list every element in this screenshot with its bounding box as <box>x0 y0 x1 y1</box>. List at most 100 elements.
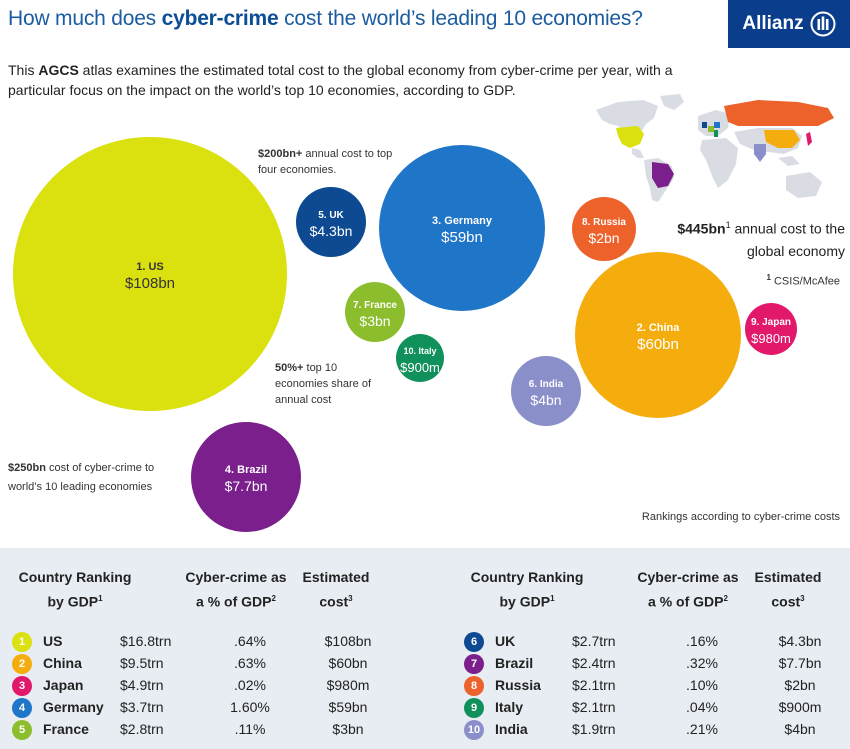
bubble-value: $59bn <box>441 229 483 246</box>
header-pct-gdp: Cyber-crime as a % of GDP2 <box>185 569 287 610</box>
table-row: 10 India $1.9trn .21% $4bn <box>464 720 844 740</box>
bubble-label: 9. Japan <box>751 317 791 328</box>
rank-badge: 7 <box>464 654 484 674</box>
note-global-cost: $445bn1 annual cost to the global econom… <box>677 220 845 259</box>
table-row: 4 Germany $3.7trn 1.60% $59bn <box>12 698 392 718</box>
gdp-table: Country Ranking by GDP1 Cyber-crime as a %… <box>0 548 850 749</box>
bubble-germany: 3. Germany $59bn <box>379 145 545 311</box>
country-name: India <box>495 721 528 737</box>
cost-value: $59bn <box>328 699 368 715</box>
bubble-circle <box>511 356 581 426</box>
rank-badge: 8 <box>464 676 484 696</box>
pct-gdp-value: .10% <box>686 677 718 693</box>
bubble-circle <box>345 282 405 342</box>
pct-gdp-value: .02% <box>234 677 266 693</box>
table-row: 1 US $16.8trn .64% $108bn <box>12 632 392 652</box>
table-row: 7 Brazil $2.4trn .32% $7.7bn <box>464 654 844 674</box>
table-row: 5 France $2.8trn .11% $3bn <box>12 720 392 740</box>
bubble-label: 3. Germany <box>432 215 493 227</box>
bubble-label: 7. France <box>353 300 397 311</box>
country-name: Japan <box>43 677 84 693</box>
country-name: Italy <box>495 699 524 715</box>
bubble-value: $4bn <box>530 392 561 408</box>
bubble-label: 2. China <box>637 322 681 334</box>
rank-badge: 9 <box>464 698 484 718</box>
rank-badge: 2 <box>12 654 32 674</box>
table-row: 6 UK $2.7trn .16% $4.3bn <box>464 632 844 652</box>
logo-text: Allianz <box>742 13 804 34</box>
bubble-label: 6. India <box>529 379 564 390</box>
cost-value: $980m <box>326 677 370 693</box>
rank-badge: 1 <box>12 632 32 652</box>
cost-value: $4.3bn <box>778 633 822 649</box>
pct-gdp-value: .32% <box>686 655 718 671</box>
bubble-circle <box>13 137 287 411</box>
rank-badge: 5 <box>12 720 32 740</box>
cost-value: $60bn <box>328 655 368 671</box>
bubble-us: 1. US $108bn <box>13 137 287 411</box>
table-row: 9 Italy $2.1trn .04% $900m <box>464 698 844 718</box>
bubble-label: 8. Russia <box>582 217 626 228</box>
bubble-value: $7.7bn <box>225 478 268 494</box>
country-name: Russia <box>495 677 541 693</box>
bubble-label: 10. Italy <box>403 346 436 356</box>
allianz-eagle-icon <box>810 11 836 37</box>
header-estimated-cost: Estimated cost3 <box>302 569 370 610</box>
gdp-value: $2.4trn <box>572 655 616 671</box>
header-estimated-cost-2: Estimated cost3 <box>754 569 822 610</box>
world-map <box>596 94 834 202</box>
pct-gdp-value: 1.60% <box>230 699 270 715</box>
bubble-value: $3bn <box>359 313 390 329</box>
bubble-china: 2. China $60bn <box>575 252 741 418</box>
note-leading-cost: $250bn cost of cyber-crime to world’s 10… <box>8 462 155 493</box>
bubble-label: 1. US <box>136 261 164 273</box>
bubble-circle <box>296 187 366 257</box>
cost-value: $4bn <box>784 721 816 737</box>
country-name: France <box>43 721 89 737</box>
pct-gdp-value: .16% <box>686 633 718 649</box>
table-row: 2 China $9.5trn .63% $60bn <box>12 654 392 674</box>
bubble-uk: 5. UK $4.3bn <box>296 187 366 257</box>
table-row: 8 Russia $2.1trn .10% $2bn <box>464 676 844 696</box>
bubble-russia: 8. Russia $2bn <box>572 197 636 261</box>
note-rankings: Rankings according to cyber-crime costs <box>641 511 840 523</box>
gdp-value: $1.9trn <box>572 721 616 737</box>
bubble-india: 6. India $4bn <box>511 356 581 426</box>
gdp-value: $9.5trn <box>120 655 164 671</box>
country-name: US <box>43 633 63 649</box>
bubble-label: 5. UK <box>318 210 344 221</box>
country-name: China <box>43 655 82 671</box>
bubble-circle <box>379 145 545 311</box>
rank-badge: 3 <box>12 676 32 696</box>
gdp-value: $2.8trn <box>120 721 164 737</box>
pct-gdp-value: .63% <box>234 655 266 671</box>
allianz-logo: Allianz <box>728 0 850 48</box>
bubble-value: $4.3bn <box>310 223 353 239</box>
note-top-four: $200bn+ annual cost to top four economie… <box>258 148 393 176</box>
bubble-label: 4. Brazil <box>225 464 267 476</box>
pct-gdp-value: .64% <box>234 633 266 649</box>
bubble-value: $108bn <box>125 275 175 292</box>
bubble-circle <box>396 334 444 382</box>
gdp-value: $3.7trn <box>120 699 164 715</box>
bubble-brazil: 4. Brazil $7.7bn <box>191 422 301 532</box>
bubble-value: $2bn <box>588 230 619 246</box>
header-country-ranking: Country Ranking by GDP1 <box>18 569 132 610</box>
bubble-circle <box>745 303 797 355</box>
intro-text: This AGCS atlas examines the estimated t… <box>8 62 673 98</box>
bubble-value: $60bn <box>637 336 679 353</box>
pct-gdp-value: .11% <box>234 721 266 737</box>
pct-gdp-value: .21% <box>686 721 718 737</box>
bubble-chart: 1. US $108bn 2. China $60bn 3. Germany $59bn 4… <box>13 137 797 532</box>
note-share: 50%+ top 10 economies share of annual co… <box>275 362 371 406</box>
bubble-circle <box>575 252 741 418</box>
header-pct-gdp-2: Cyber-crime as a % of GDP2 <box>637 569 739 610</box>
bubble-value: $980m <box>751 331 791 346</box>
header-country-ranking-2: Country Ranking by GDP1 <box>470 569 584 610</box>
pct-gdp-value: .04% <box>686 699 718 715</box>
country-name: Brazil <box>495 655 534 671</box>
gdp-value: $2.7trn <box>572 633 616 649</box>
country-name: UK <box>495 633 516 649</box>
bubble-circle <box>572 197 636 261</box>
page-title: How much does cyber-crime cost the world… <box>8 7 643 30</box>
